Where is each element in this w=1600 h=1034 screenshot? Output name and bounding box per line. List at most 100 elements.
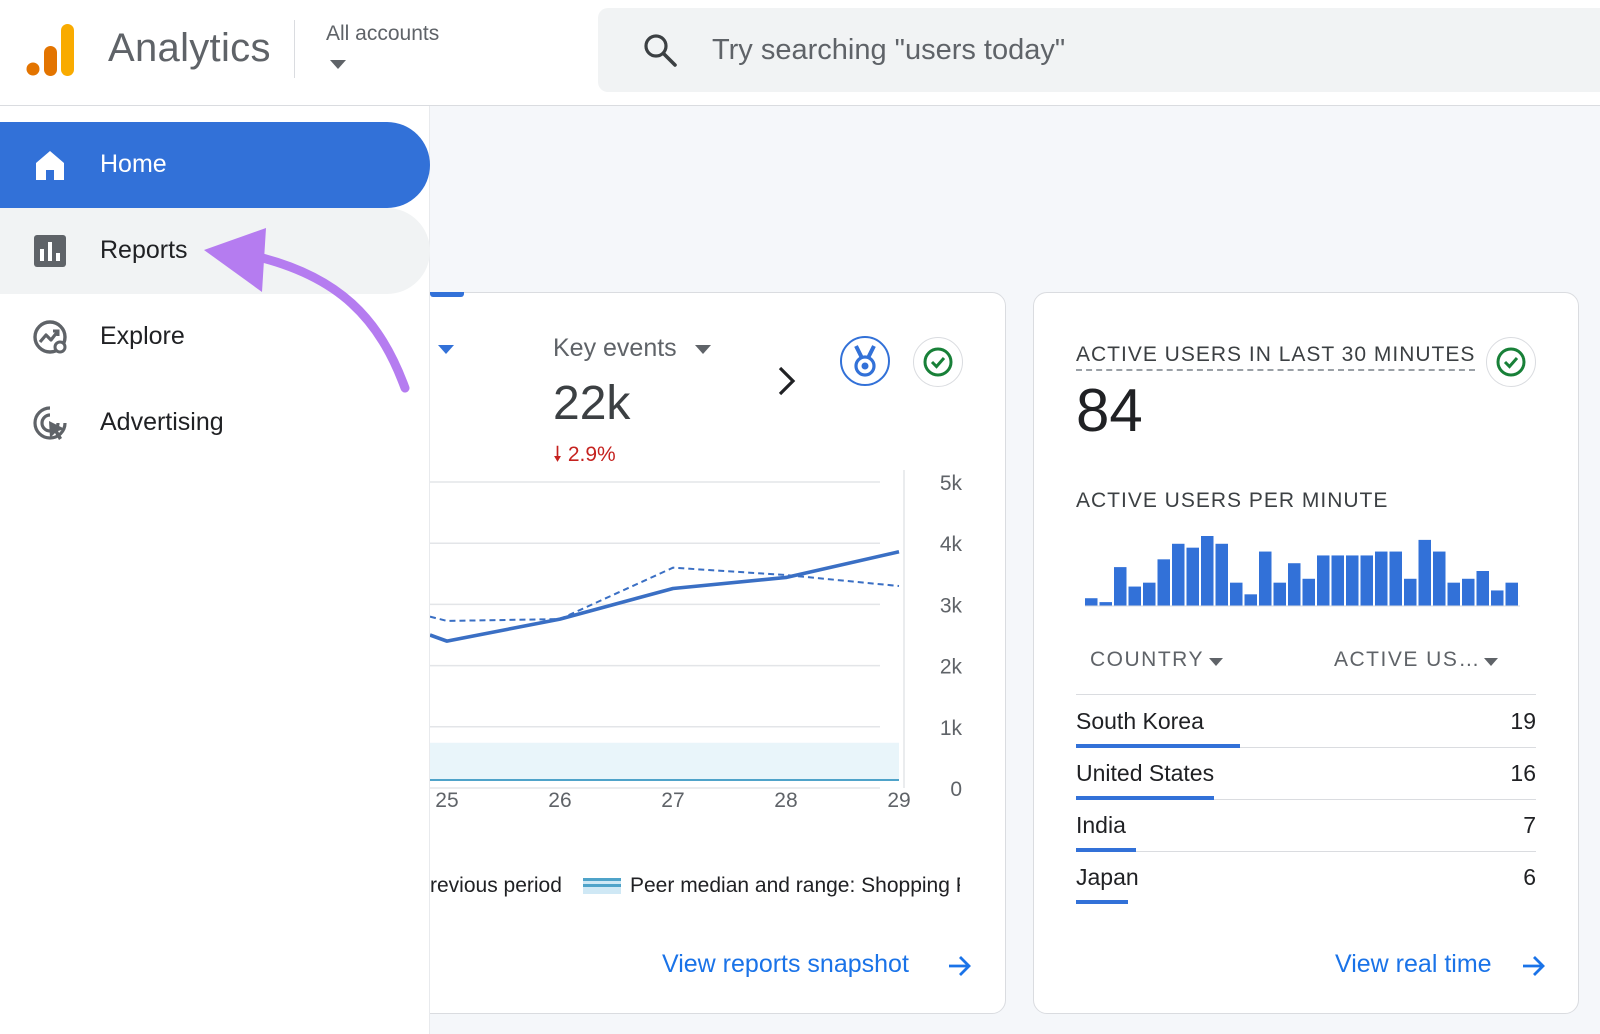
minute-bar[interactable] <box>1143 582 1156 606</box>
key-events-line-chart: 5k 4k 3k 2k 1k 0 25 26 27 28 29 <box>429 470 963 812</box>
minute-bar[interactable] <box>1244 594 1258 606</box>
y-tick-label: 0 <box>950 778 962 801</box>
view-real-time-link[interactable]: View real time <box>1335 950 1492 978</box>
y-tick-label: 1k <box>940 717 963 740</box>
arrow-right-icon[interactable] <box>1521 953 1547 979</box>
minute-bar[interactable] <box>1462 578 1475 606</box>
header-divider <box>294 20 295 78</box>
minute-bar[interactable] <box>1418 539 1432 606</box>
reports-icon <box>34 235 66 267</box>
table-row[interactable]: Japan 6 <box>1076 852 1536 904</box>
sidebar-item-explore[interactable]: Explore <box>0 294 430 380</box>
per-minute-title: ACTIVE USERS PER MINUTE <box>1076 489 1389 512</box>
y-tick-label: 4k <box>940 533 963 556</box>
minute-bar[interactable] <box>1201 536 1214 606</box>
x-tick-label: 29 <box>887 789 910 812</box>
table-row[interactable]: United States 16 <box>1076 748 1536 800</box>
minute-bar[interactable] <box>1505 582 1519 606</box>
y-tick-label: 5k <box>940 472 963 495</box>
minute-bar[interactable] <box>1186 547 1200 606</box>
active-users-count: 16 <box>1510 760 1536 786</box>
search-bar[interactable] <box>598 8 1600 92</box>
table-row[interactable]: South Korea 19 <box>1076 696 1536 748</box>
arrow-down-icon: 🠗 <box>553 443 563 466</box>
realtime-card-title[interactable]: ACTIVE USERS IN LAST 30 MINUTES <box>1076 343 1476 371</box>
minute-bar[interactable] <box>1215 543 1229 606</box>
minute-bar[interactable] <box>1360 555 1374 606</box>
account-picker[interactable]: All accounts <box>318 18 468 78</box>
minute-bar[interactable] <box>1433 551 1446 606</box>
minute-bar[interactable] <box>1476 571 1490 606</box>
search-input[interactable] <box>712 28 1412 72</box>
minute-bar[interactable] <box>1157 559 1171 606</box>
minute-bar[interactable] <box>1375 551 1388 606</box>
minute-bar[interactable] <box>1331 555 1345 606</box>
chevron-down-icon[interactable] <box>1209 658 1223 666</box>
account-picker-label: All accounts <box>326 22 440 45</box>
minute-bar[interactable] <box>1230 582 1243 606</box>
minute-bar[interactable] <box>1389 551 1403 606</box>
sidebar-item-reports[interactable]: Reports <box>0 208 430 294</box>
chevron-right-icon[interactable] <box>774 364 800 398</box>
current-period-line <box>429 550 900 643</box>
minute-bar[interactable] <box>1447 582 1461 606</box>
minute-bar[interactable] <box>1259 551 1272 606</box>
table-row[interactable]: India 7 <box>1076 800 1536 852</box>
chevron-down-icon <box>330 60 346 69</box>
row-value-bar <box>1076 848 1137 852</box>
medal-icon <box>854 345 876 377</box>
sidebar-item-advertising[interactable]: Advertising <box>0 380 430 466</box>
overview-card <box>380 292 1006 1014</box>
sidebar-item-label: Reports <box>100 236 188 264</box>
minute-bar[interactable] <box>1404 578 1417 606</box>
active-users-count: 6 <box>1523 864 1536 890</box>
arrow-right-icon[interactable] <box>947 953 973 979</box>
active-users-column-header[interactable]: ACTIVE US… <box>1334 648 1481 671</box>
search-icon <box>644 34 677 67</box>
minute-bar[interactable] <box>1317 555 1330 606</box>
row-value-bar <box>1076 796 1215 800</box>
legend-peer-swatch <box>583 878 621 894</box>
insights-check-badge[interactable] <box>1486 337 1536 387</box>
minute-bar[interactable] <box>1128 586 1142 606</box>
benchmark-badge[interactable] <box>840 336 890 386</box>
insights-check-badge[interactable] <box>913 337 963 387</box>
minute-bar[interactable] <box>1273 582 1287 606</box>
analytics-logo-icon[interactable] <box>26 22 76 78</box>
sidebar-item-label: Explore <box>100 322 185 350</box>
sidebar-item-label: Advertising <box>100 408 224 436</box>
chart-legend: revious period Peer median and range: Sh… <box>430 872 960 902</box>
explore-icon <box>33 320 67 354</box>
chevron-down-icon[interactable] <box>438 345 454 354</box>
sidebar-item-home[interactable]: Home <box>0 122 430 208</box>
minute-bar[interactable] <box>1346 555 1359 606</box>
top-app-bar: Analytics All accounts <box>0 0 1600 106</box>
row-value-bar <box>1076 744 1240 748</box>
chevron-down-icon[interactable] <box>695 345 711 354</box>
chevron-down-icon[interactable] <box>1484 658 1498 666</box>
minute-bar[interactable] <box>1085 598 1098 606</box>
minute-bar[interactable] <box>1114 567 1127 606</box>
x-tick-label: 28 <box>774 789 797 812</box>
minute-bar[interactable] <box>1172 543 1185 606</box>
advertising-icon <box>33 406 67 440</box>
check-circle-icon <box>923 347 953 377</box>
x-tick-label: 25 <box>435 789 458 812</box>
minute-bar[interactable] <box>1288 563 1301 606</box>
minute-bar[interactable] <box>1302 578 1316 606</box>
country-name: India <box>1076 812 1126 838</box>
minute-bar[interactable] <box>1099 602 1113 606</box>
minute-bar[interactable] <box>1491 590 1504 606</box>
view-reports-snapshot-link[interactable]: View reports snapshot <box>662 950 909 978</box>
country-name: United States <box>1076 760 1215 786</box>
country-name: South Korea <box>1076 708 1204 734</box>
product-name: Analytics <box>108 26 271 70</box>
x-tick-label: 27 <box>661 789 684 812</box>
metric-selector[interactable]: Key events <box>553 334 677 362</box>
table-divider <box>1076 694 1536 695</box>
country-column-header[interactable]: COUNTRY <box>1090 648 1204 671</box>
sidebar-nav: Home Reports Explore Advertising <box>0 106 430 1034</box>
country-name: Japan <box>1076 864 1139 890</box>
row-value-bar <box>1076 900 1128 904</box>
legend-previous-period: revious period <box>430 874 562 897</box>
